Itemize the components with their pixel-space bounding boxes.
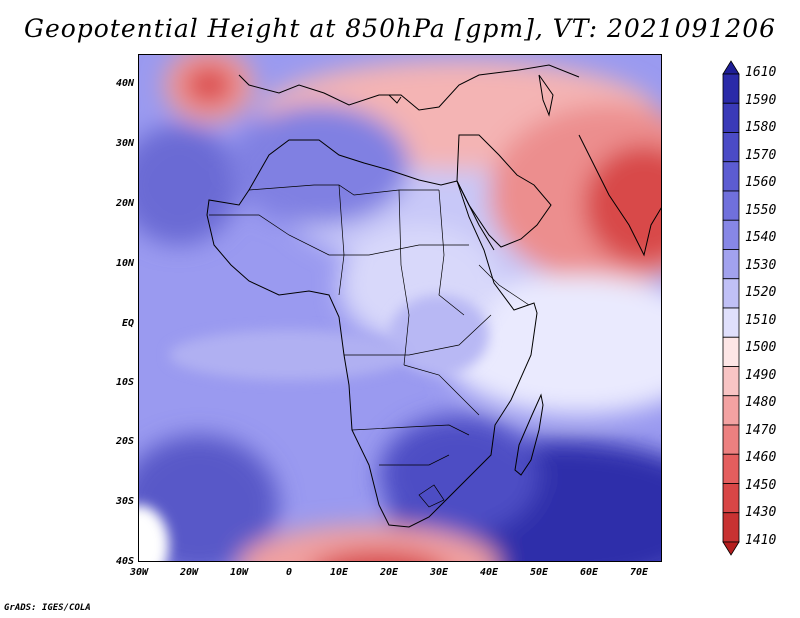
height-field-map [139, 55, 661, 561]
lon-tick-0: 0 [285, 567, 293, 578]
colorbar-label: 1500 [745, 340, 777, 356]
lon-tick-60e: 60E [579, 567, 599, 578]
lat-tick-eq: EQ [121, 318, 134, 329]
colorbar-segment [722, 161, 740, 192]
colorbar-segment [722, 512, 740, 543]
colorbar-label: 1570 [745, 147, 777, 163]
colorbar-segment [722, 73, 740, 104]
colorbar [722, 60, 740, 556]
lat-tick-20n: 20N [115, 198, 134, 209]
colorbar-label: 1460 [745, 450, 777, 466]
height-field-contours [139, 55, 661, 561]
lon-tick-10e: 10E [329, 567, 349, 578]
lat-tick-10n: 10N [115, 258, 134, 269]
colorbar-label: 1480 [745, 395, 777, 411]
colorbar-segment [722, 395, 740, 426]
colorbar-label: 1520 [745, 285, 777, 301]
colorbar-label: 1430 [745, 505, 777, 521]
colorbar-segment [722, 219, 740, 250]
colorbar-segment [722, 249, 740, 280]
lat-tick-30n: 30N [115, 138, 134, 149]
colorbar-segment [722, 102, 740, 133]
lat-tick-40n: 40N [115, 78, 134, 89]
colorbar-label: 1610 [745, 65, 777, 80]
colorbar-segment [722, 453, 740, 484]
colorbar-segment [722, 278, 740, 309]
colorbar-bottom-arrow [722, 541, 740, 556]
colorbar-label: 1560 [745, 175, 777, 191]
colorbar-segment [722, 132, 740, 163]
footer-credit: GrADS: IGES/COLA [4, 603, 91, 613]
coastlines [206, 64, 661, 528]
lon-tick-40e: 40E [479, 567, 499, 578]
chart-title: Geopotential Height at 850hPa [gpm], VT:… [23, 14, 777, 43]
lat-tick-10s: 10S [115, 377, 134, 388]
colorbar-label: 1530 [745, 257, 777, 273]
colorbar-segment [722, 483, 740, 514]
lat-tick-20s: 20S [115, 436, 134, 447]
lat-tick-30s: 30S [115, 496, 134, 507]
colorbar-segment [722, 307, 740, 338]
colorbar-segment [722, 424, 740, 455]
colorbar-label: 1450 [745, 477, 777, 493]
map-panel [138, 54, 662, 562]
colorbar-label: 1550 [745, 202, 777, 218]
country-borders [209, 184, 530, 508]
lon-tick-20e: 20E [379, 567, 399, 578]
lon-tick-20w: 20W [179, 567, 199, 578]
colorbar-top-arrow [722, 60, 740, 75]
lon-tick-30e: 30E [429, 567, 449, 578]
colorbar-label: 1470 [745, 422, 777, 438]
lon-tick-30w: 30W [129, 567, 149, 578]
colorbar-label: 1510 [745, 312, 777, 328]
lon-tick-70e: 70E [629, 567, 649, 578]
colorbar-segment [722, 366, 740, 397]
colorbar-segment [722, 336, 740, 367]
lon-tick-50e: 50E [529, 567, 549, 578]
colorbar-label: 1540 [745, 230, 777, 246]
colorbar-segment [722, 190, 740, 221]
lon-tick-10w: 10W [229, 567, 249, 578]
colorbar-label: 1580 [745, 120, 777, 136]
colorbar-label: 1590 [745, 92, 777, 108]
lat-tick-40s: 40S [115, 556, 134, 567]
colorbar-label: 1410 [745, 533, 777, 548]
colorbar-label: 1490 [745, 367, 777, 383]
